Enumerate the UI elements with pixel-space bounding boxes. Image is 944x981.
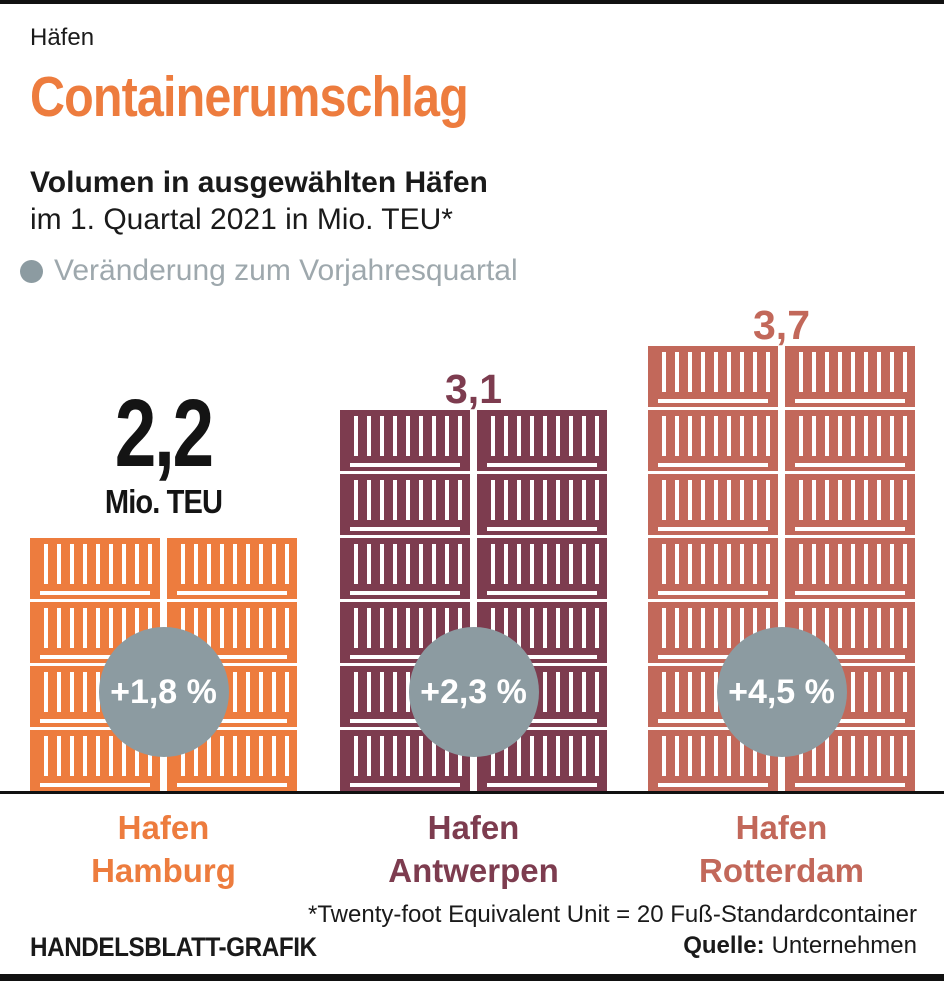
- footer-notes: *Twenty-foot Equivalent Unit = 20 Fuß-St…: [308, 899, 917, 961]
- port-label-line: Hafen: [735, 809, 828, 846]
- bar-value-label-antwerpen: 3,1: [445, 366, 502, 412]
- container-icon: [648, 474, 778, 535]
- port-label-line: Hafen: [427, 809, 520, 846]
- legend-label: Veränderung zum Vorjahresquartal: [54, 254, 518, 287]
- container-icon: [477, 474, 607, 535]
- container-icon: [30, 538, 160, 599]
- legend: Veränderung zum Vorjahresquartal: [20, 254, 518, 288]
- bar-value-label-rotterdam: 3,7: [753, 302, 810, 348]
- container-icon: [167, 538, 297, 599]
- container-icon: [340, 474, 470, 535]
- credit: HANDELSBLATT-GRAFIK: [30, 932, 317, 962]
- container-icon: [648, 410, 778, 471]
- legend-dot-icon: [20, 259, 43, 283]
- container-icon: [477, 538, 607, 599]
- container-bar-antwerpen: [340, 410, 607, 791]
- change-badge-hamburg: +1,8 %: [98, 627, 229, 757]
- port-label-line: Rotterdam: [698, 852, 865, 889]
- container-icon: [648, 538, 778, 599]
- bar-value-block-hamburg: 2,2 Mio. TEU: [30, 380, 297, 521]
- container-icon: [785, 474, 915, 535]
- container-icon: [785, 346, 915, 407]
- port-label-antwerpen: Hafen Antwerpen: [340, 806, 607, 892]
- container-icon: [785, 410, 915, 471]
- container-icon: [648, 346, 778, 407]
- top-rule: [0, 0, 944, 4]
- container-column: [477, 410, 607, 791]
- port-label-hamburg: Hafen Hamburg: [30, 806, 297, 892]
- change-badge-rotterdam: +4,5 %: [716, 627, 847, 757]
- page-title: Containerumschlag: [30, 65, 469, 129]
- source-line: Quelle: Unternehmen: [308, 930, 917, 961]
- source-value: Unternehmen: [771, 932, 917, 959]
- container-icon: [477, 602, 607, 663]
- source-label: Quelle:: [683, 932, 765, 959]
- port-label-rotterdam: Hafen Rotterdam: [648, 806, 915, 892]
- footnote: *Twenty-foot Equivalent Unit = 20 Fuß-St…: [308, 901, 917, 928]
- subtitle-bold: Volumen in ausgewählten Häfen: [30, 166, 488, 199]
- container-icon: [785, 538, 915, 599]
- subtitle: im 1. Quartal 2021 in Mio. TEU*: [30, 203, 453, 236]
- port-label-line: Hafen: [117, 809, 210, 846]
- container-icon: [340, 410, 470, 471]
- kicker: Häfen: [30, 24, 95, 51]
- baseline: [0, 791, 944, 794]
- container-icon: [477, 410, 607, 471]
- change-badge-antwerpen: +2,3 %: [408, 627, 539, 757]
- bottom-rule: [0, 974, 944, 981]
- port-label-line: Antwerpen: [388, 852, 559, 889]
- port-label-line: Hamburg: [91, 852, 236, 889]
- bar-value-label: 2,2: [114, 380, 214, 487]
- container-icon: [340, 538, 470, 599]
- bar-unit-label: Mio. TEU: [104, 483, 223, 521]
